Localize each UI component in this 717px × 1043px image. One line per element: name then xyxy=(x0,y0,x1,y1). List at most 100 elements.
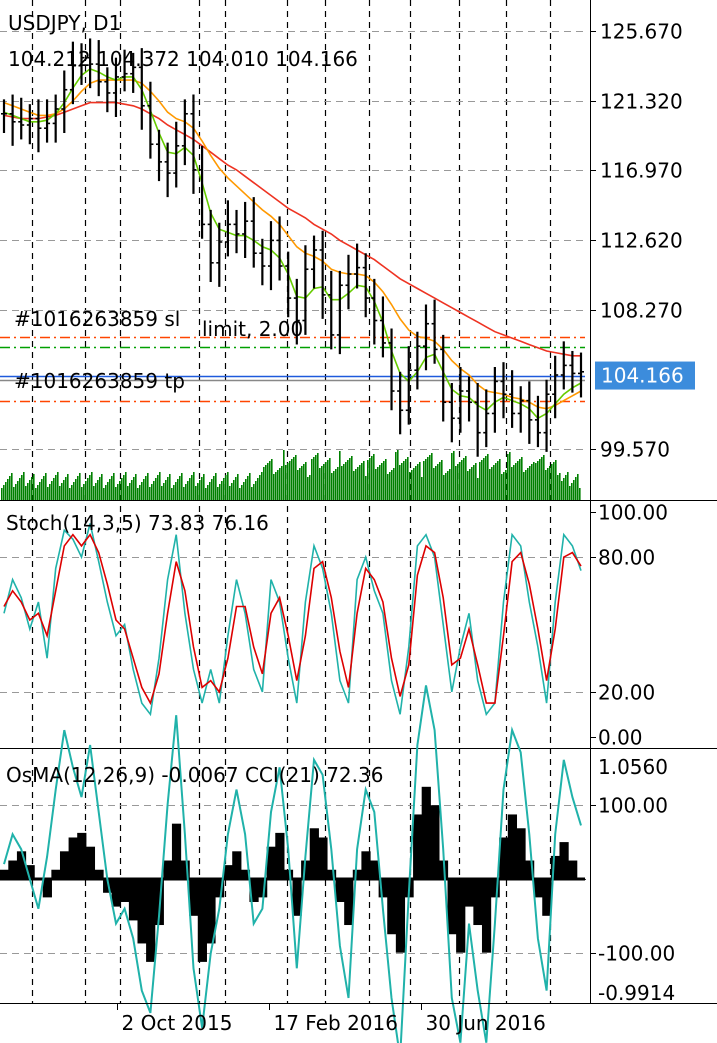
volume-bar xyxy=(567,472,569,500)
volume-bar xyxy=(523,472,525,500)
volume-bar xyxy=(301,466,303,500)
volume-bar xyxy=(323,464,325,500)
volume-bar xyxy=(431,453,433,500)
volume-bar xyxy=(325,462,327,500)
volume-bar xyxy=(101,474,103,500)
volume-bar xyxy=(57,472,59,500)
osma-bar xyxy=(550,855,561,879)
osma-bar xyxy=(370,860,380,879)
volume-bar xyxy=(409,472,411,500)
price-tick-label: 108.270 xyxy=(600,299,683,323)
volume-bar xyxy=(139,485,141,500)
volume-bar xyxy=(223,478,225,500)
volume-bar xyxy=(175,482,177,500)
osma-bar xyxy=(283,869,294,879)
volume-bar xyxy=(419,462,421,500)
volume-bar xyxy=(437,464,439,500)
stoch-main-line xyxy=(3,523,582,717)
osma-bar xyxy=(499,837,509,879)
volume-bar xyxy=(263,467,265,500)
volume-bar xyxy=(457,464,459,500)
volume-bar xyxy=(413,468,415,500)
volume-bar xyxy=(343,464,345,500)
osma-bar xyxy=(34,878,44,880)
volume-bar xyxy=(9,476,11,500)
volume-bar xyxy=(145,476,147,500)
volume-bar xyxy=(249,473,251,500)
volume-bar xyxy=(541,457,543,500)
volume-bar xyxy=(331,473,333,500)
volume-bar xyxy=(243,482,245,500)
volume-bar xyxy=(215,473,217,500)
volume-bar xyxy=(397,450,399,500)
volume-bar xyxy=(233,480,235,500)
osma-bar xyxy=(352,869,362,879)
volume-bar xyxy=(289,461,291,500)
volume-bar xyxy=(151,484,153,500)
volume-bar xyxy=(111,476,113,500)
volume-bar xyxy=(35,488,37,500)
stoch-tick-label: 20.00 xyxy=(598,681,655,705)
volume-bar xyxy=(347,460,349,500)
osma-bar xyxy=(447,878,457,935)
volume-bar xyxy=(375,469,377,500)
volume-bar xyxy=(153,481,155,500)
osma-bar xyxy=(361,851,371,879)
volume-bar xyxy=(443,475,445,500)
volume-bar xyxy=(157,475,159,500)
osma-bar xyxy=(533,878,543,898)
volume-bar xyxy=(535,463,537,500)
volume-bar xyxy=(173,485,175,500)
volume-bar xyxy=(55,475,57,500)
volume-bar xyxy=(387,474,389,500)
price-panel[interactable]: USDJPY, D1 104.212 104.372 104.010 104.1… xyxy=(0,11,585,500)
volume-bar xyxy=(291,459,293,500)
volume-bar xyxy=(485,456,487,500)
osma-bar xyxy=(430,805,440,879)
volume-bar xyxy=(235,477,237,500)
volume-bar xyxy=(283,450,285,500)
volume-bar xyxy=(247,476,249,500)
volume-bar xyxy=(95,483,97,500)
volume-bar xyxy=(565,475,567,500)
volume-bar xyxy=(439,462,441,500)
volume-bar xyxy=(129,483,131,500)
osma-bar xyxy=(249,878,259,902)
cci-tick-label: -100.00 xyxy=(598,942,675,966)
osma-bar xyxy=(266,846,276,879)
osma-bar xyxy=(318,837,328,879)
volume-bar xyxy=(359,465,361,500)
volume-bar xyxy=(329,458,331,500)
volume-bar xyxy=(119,481,121,500)
volume-bar xyxy=(447,471,449,500)
volume-bar xyxy=(285,465,287,500)
volume-bar xyxy=(45,473,47,500)
osma-cci-panel[interactable]: OsMA(12,26,9) -0.0067 CCI(21) 72.36 xyxy=(0,685,586,1043)
stochastic-panel[interactable]: Stoch(14,3,5) 73.83 76.16 xyxy=(0,511,585,717)
volume-bar xyxy=(453,451,455,500)
osma-bar xyxy=(42,878,52,898)
volume-bar xyxy=(83,484,85,500)
volume-bar xyxy=(553,462,555,500)
volume-bar xyxy=(369,458,371,500)
price-axis[interactable]: 125.670 121.320 116.970 112.620 108.270 99.57… xyxy=(590,20,683,462)
osma-bar xyxy=(120,878,130,902)
volume-bar xyxy=(183,487,185,500)
volume-bar xyxy=(311,459,313,500)
volume-bar xyxy=(477,478,479,500)
osma-bar xyxy=(395,878,406,953)
volume-bar xyxy=(449,469,451,500)
volume-bar xyxy=(517,461,519,500)
volume-bar xyxy=(545,470,547,500)
volume-bar xyxy=(195,486,197,500)
volume-bar xyxy=(231,483,233,500)
current-price-tag-bg xyxy=(595,361,695,390)
date-tick-label: 30 Jun 2016 xyxy=(426,1011,546,1035)
volume-bar xyxy=(61,483,63,500)
osma-bar xyxy=(326,869,337,879)
volume-bar xyxy=(181,473,183,500)
osma-bar xyxy=(559,842,569,879)
volume-bar xyxy=(579,488,581,500)
volume-bar xyxy=(251,487,253,500)
